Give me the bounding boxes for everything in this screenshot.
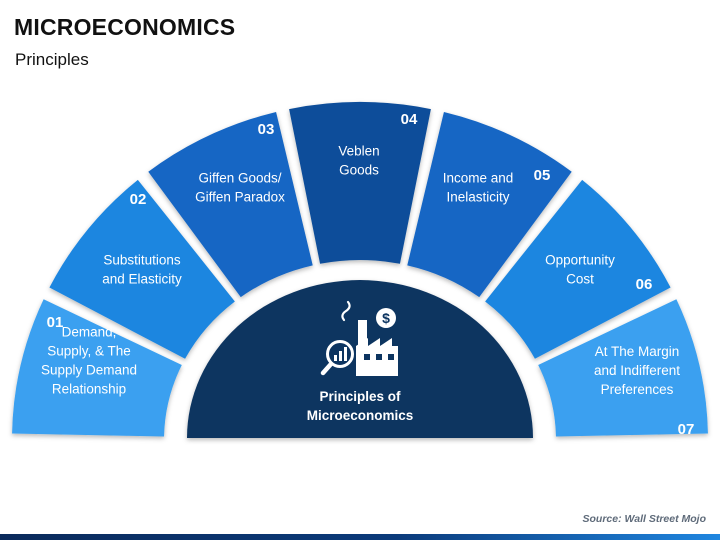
segment-01-label-line-4: Relationship <box>52 382 126 397</box>
segment-03-label-line-2: Giffen Paradox <box>195 190 285 205</box>
segment-01-label-line-2: Supply, & The <box>47 344 131 359</box>
segment-05-number: 05 <box>534 167 551 184</box>
bottom-accent-bar <box>0 534 720 540</box>
segment-04-number: 04 <box>401 111 418 128</box>
segment-06 <box>485 179 671 359</box>
segment-07-label-line-1: At The Margin <box>595 344 680 359</box>
segment-07-number: 07 <box>678 421 695 438</box>
segment-06-label-line-2: Cost <box>566 272 594 287</box>
segment-06-label-line-1: Opportunity <box>545 253 615 268</box>
segment-03 <box>148 111 313 298</box>
segment-02-label-line-2: and Elasticity <box>102 272 182 287</box>
segment-03-label-line-1: Giffen Goods/ <box>198 171 281 186</box>
center-label-line-1: Principles of <box>319 389 401 404</box>
segment-07-label-line-2: and Indifferent <box>594 363 680 378</box>
segment-04-label-line-2: Goods <box>339 163 379 178</box>
segment-02-number: 02 <box>130 191 147 208</box>
segment-04-label-line-1: Veblen <box>338 144 379 159</box>
segment-07-label-line-3: Preferences <box>601 382 674 397</box>
segment-02 <box>49 179 235 359</box>
center-label-line-2: Microeconomics <box>307 408 414 423</box>
segment-02-label-line-1: Substitutions <box>103 253 181 268</box>
page-title: MICROECONOMICS <box>14 14 236 40</box>
segment-01-number: 01 <box>47 314 64 331</box>
factory-analytics-icon: $ <box>320 300 398 376</box>
svg-text:$: $ <box>382 310 390 326</box>
segment-05-label-line-2: Inelasticity <box>446 190 509 205</box>
segment-01-label-line-3: Supply Demand <box>41 363 137 378</box>
source-note: Source: Wall Street Mojo <box>582 513 707 525</box>
segment-03-number: 03 <box>258 121 275 138</box>
segment-04 <box>289 102 431 264</box>
page-subtitle: Principles <box>15 50 89 69</box>
segment-05-label-line-1: Income and <box>443 171 514 186</box>
segment-07 <box>538 299 708 437</box>
segment-01 <box>12 299 182 437</box>
segment-01-label-line-1: Demand, <box>62 325 117 340</box>
segment-06-number: 06 <box>636 276 653 293</box>
segment-05 <box>407 111 572 298</box>
